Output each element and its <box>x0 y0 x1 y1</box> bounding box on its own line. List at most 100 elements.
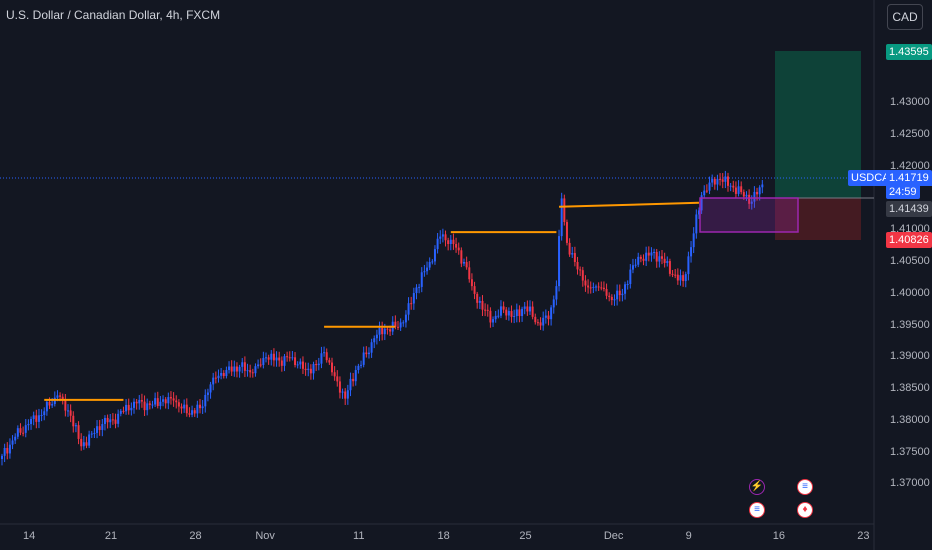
candle-down <box>502 306 505 310</box>
candle-up <box>418 286 421 288</box>
candle-down <box>565 222 568 243</box>
candle-up <box>265 357 267 359</box>
candle-down <box>394 321 397 327</box>
candle-down <box>22 432 25 434</box>
candle-up <box>708 182 711 191</box>
candle-up <box>412 293 415 304</box>
stop-zone[interactable] <box>775 198 861 240</box>
canada-flag-event-icon[interactable]: ♦ <box>797 502 813 518</box>
candle-down <box>188 413 191 415</box>
candle-up <box>349 378 352 391</box>
candle-up <box>690 247 693 257</box>
candle-up <box>679 275 682 281</box>
lightning-event-icon[interactable]: ⚡ <box>749 479 765 495</box>
candle-down <box>518 309 521 317</box>
candle-down <box>352 378 355 382</box>
currency-button[interactable]: CAD <box>887 4 923 30</box>
candle-up <box>399 322 402 328</box>
candle-down <box>315 364 318 366</box>
us-flag-event-icon-2[interactable]: ≡ <box>749 502 765 518</box>
price-tick-label: 1.39500 <box>890 318 930 331</box>
candle-down <box>122 410 125 412</box>
candle-down <box>199 404 201 409</box>
candle-up <box>626 284 629 286</box>
candle-down <box>288 357 291 359</box>
candle-down <box>35 415 38 422</box>
candle-up <box>206 392 209 395</box>
candle-up <box>3 447 6 456</box>
candle-down <box>235 366 238 372</box>
marked-levels[interactable] <box>44 201 699 401</box>
candle-up <box>529 306 531 312</box>
candle-up <box>737 186 740 194</box>
candle-down <box>563 198 566 223</box>
candle-up <box>82 442 85 447</box>
candle-down <box>734 187 737 194</box>
candle-down <box>397 326 399 328</box>
chart-title: U.S. Dollar / Canadian Dollar, 4h, FXCM <box>6 8 221 22</box>
candle-up <box>521 308 524 317</box>
candle-down <box>309 368 312 374</box>
candle-up <box>441 234 444 237</box>
candle-up <box>40 415 43 417</box>
us-flag-event-icon[interactable]: ≡ <box>797 479 813 495</box>
candle-up <box>101 424 104 430</box>
candle-down <box>486 309 489 311</box>
candle-up <box>637 256 640 265</box>
candle-up <box>653 251 656 253</box>
candle-up <box>299 361 302 365</box>
candle-down <box>539 322 542 326</box>
candle-up <box>515 309 518 316</box>
candle-down <box>389 329 392 332</box>
price-tick-label: 1.39000 <box>890 350 930 363</box>
candle-down <box>344 391 347 399</box>
price-tick-label: 1.40500 <box>890 254 930 267</box>
candle-down <box>579 269 582 271</box>
candle-up <box>478 300 481 303</box>
candle-up <box>595 286 597 288</box>
candle-down <box>294 357 297 365</box>
candle-up <box>270 353 273 360</box>
candle-up <box>11 440 14 445</box>
candle-down <box>484 309 487 311</box>
candle-up <box>494 315 497 320</box>
candle-down <box>510 311 513 317</box>
last-price-tag: 1.41719 <box>886 170 932 186</box>
candle-up <box>88 434 91 446</box>
candle-up <box>407 303 410 315</box>
candle-up <box>362 352 365 365</box>
candle-up <box>645 252 648 261</box>
candle-up <box>426 267 429 272</box>
candle-series[interactable] <box>1 170 764 466</box>
candle-down <box>338 381 341 393</box>
candle-down <box>597 286 600 288</box>
candle-down <box>531 306 534 317</box>
candle-up <box>125 404 128 412</box>
candle-down <box>251 372 254 374</box>
candle-down <box>727 176 729 186</box>
candle-up <box>634 264 637 266</box>
candle-up <box>32 415 35 420</box>
target-zone[interactable] <box>775 51 861 198</box>
candle-down <box>589 287 592 289</box>
candle-up <box>133 401 135 408</box>
candle-up <box>492 319 495 323</box>
orange-level-line[interactable] <box>559 201 699 208</box>
time-tick-label: 14 <box>23 530 36 542</box>
candle-up <box>212 377 215 385</box>
candle-up <box>37 415 40 422</box>
candle-up <box>209 384 212 393</box>
candle-up <box>550 307 553 320</box>
candle-up <box>275 357 278 361</box>
candle-up <box>151 404 154 406</box>
candle-down <box>600 287 603 289</box>
candle-up <box>201 406 204 409</box>
demand-zone-box[interactable] <box>699 197 799 233</box>
price-tick-label: 1.42500 <box>890 127 930 140</box>
candle-down <box>172 398 175 401</box>
candle-down <box>222 372 225 377</box>
candle-down <box>127 404 130 411</box>
candle-up <box>697 210 700 215</box>
candle-down <box>742 192 745 197</box>
